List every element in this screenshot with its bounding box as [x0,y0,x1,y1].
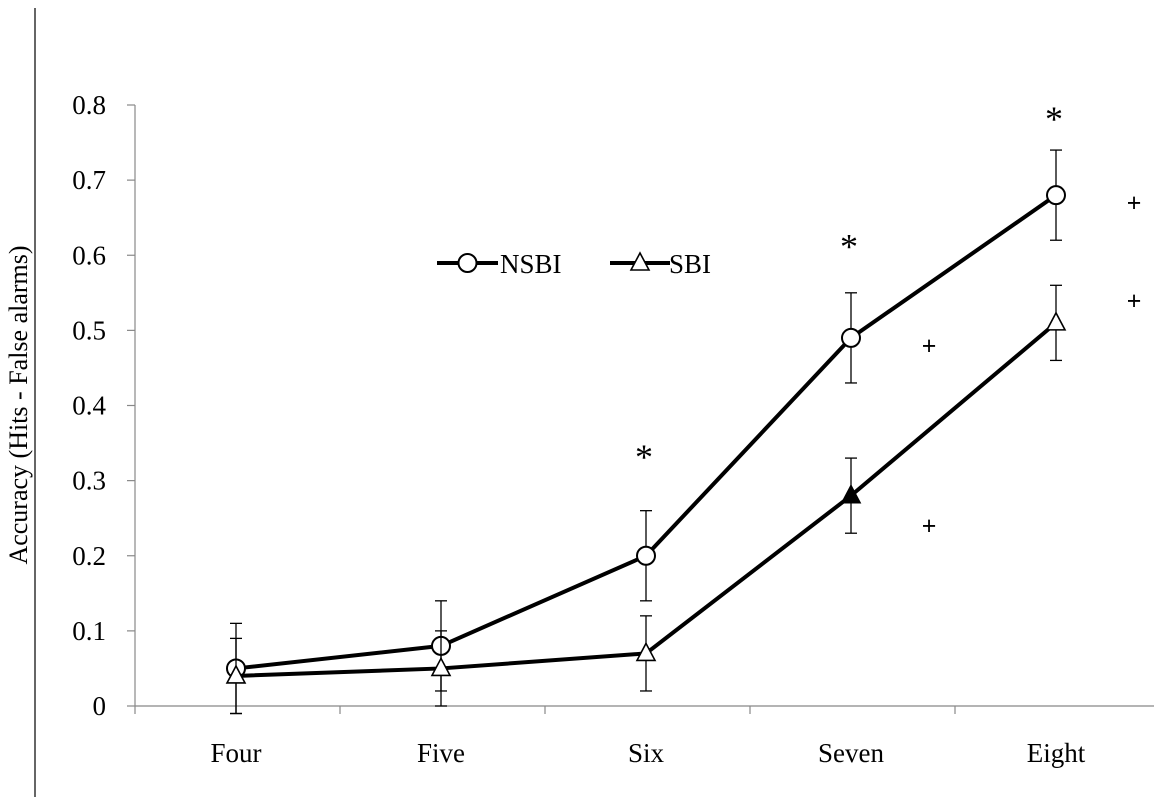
data-point [636,545,656,566]
series-layer [225,149,1067,715]
data-point [225,664,247,684]
data-point [841,327,861,348]
y-axis-label: Accuracy (Hits - False alarms) [4,245,33,564]
x-tick-label: Five [417,738,465,768]
significance-plus: + [1127,189,1142,218]
data-point [430,656,452,677]
y-tick-label: 0.7 [72,165,106,195]
x-tick-label: Four [210,738,261,768]
legend: NSBI SBI [437,249,711,279]
significance-asterisk: * [840,227,858,267]
y-tick-label: 0.6 [72,240,106,270]
y-tick-label: 0.5 [72,315,106,345]
legend-item-sbi: SBI [610,249,711,279]
data-point [1045,311,1067,331]
significance-plus: + [1127,286,1142,315]
x-axis: Four Five Six Seven Eight [134,705,1154,768]
y-axis-ticks: 0 0.1 0.2 0.3 0.4 0.5 0.6 0.7 0.8 [72,90,135,721]
significance-asterisk: * [635,437,653,477]
x-tick-label: Six [628,738,665,768]
y-tick-label: 0.3 [72,466,106,496]
x-tick-label: Eight [1027,738,1086,768]
y-tick-label: 0.2 [72,541,106,571]
data-point [840,483,862,504]
legend-label: NSBI [500,249,562,279]
significance-plus: + [922,331,937,360]
legend-item-nsbi: NSBI [437,249,562,279]
annotations: * * * + + + + [635,99,1141,541]
legend-marker [457,253,478,273]
y-tick-label: 0.8 [72,90,106,120]
data-point [635,641,657,662]
y-tick-label: 0 [93,691,107,721]
significance-asterisk: * [1045,99,1063,139]
x-axis-ticks: Four Five Six Seven Eight [134,706,1086,768]
significance-plus: + [922,512,937,541]
series-sbi [225,284,1067,715]
y-tick-label: 0.1 [72,616,106,646]
x-tick-label: Seven [818,738,884,768]
legend-marker [629,251,651,271]
data-point [1046,185,1066,206]
legend-label: SBI [669,249,711,279]
y-tick-label: 0.4 [72,391,106,421]
y-axis: 0 0.1 0.2 0.3 0.4 0.5 0.6 0.7 0.8 [72,90,136,721]
